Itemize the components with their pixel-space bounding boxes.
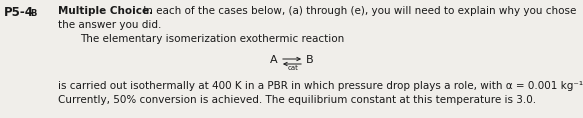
Text: Multiple Choice.: Multiple Choice. <box>58 6 153 16</box>
Text: Currently, 50% conversion is achieved. The equilibrium constant at this temperat: Currently, 50% conversion is achieved. T… <box>58 95 536 105</box>
Text: The elementary isomerization exothermic reaction: The elementary isomerization exothermic … <box>80 34 344 44</box>
Text: cat: cat <box>288 65 299 71</box>
Text: the answer you did.: the answer you did. <box>58 20 161 30</box>
Text: B: B <box>306 55 314 65</box>
Text: is carried out isothermally at 400 K in a PBR in which pressure drop plays a rol: is carried out isothermally at 400 K in … <box>58 81 583 91</box>
Text: In each of the cases below, (a) through (e), you will need to explain why you ch: In each of the cases below, (a) through … <box>140 6 577 16</box>
Text: P5-4: P5-4 <box>4 6 34 19</box>
Text: B: B <box>30 9 36 18</box>
Text: A: A <box>270 55 278 65</box>
